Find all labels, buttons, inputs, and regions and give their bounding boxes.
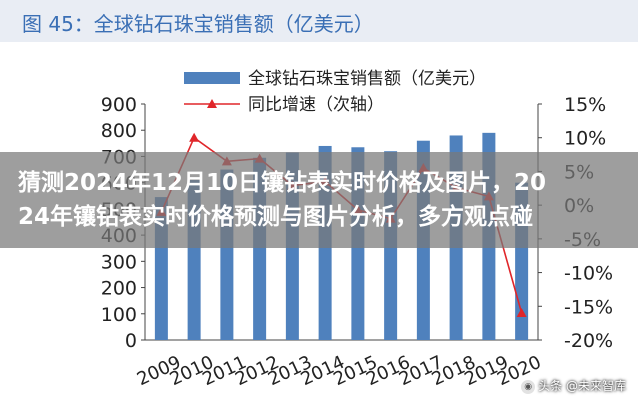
source-watermark: ◉ 头条 @未来智库: [521, 377, 626, 394]
figure-title-bar: 图 45：全球钻石珠宝销售额（亿美元）: [0, 0, 638, 42]
watermark-text: 头条 @未来智库: [538, 379, 626, 393]
headline-line-2: 24年镶钻表实时价格预测与图片分析，多方观点碰: [18, 204, 534, 230]
headline-banner: 猜测2024年12月10日镶钻表实时价格及图片，20 24年镶钻表实时价格预测与…: [0, 152, 638, 248]
growth-point-2020: [516, 308, 527, 318]
legend-bar-swatch: [184, 72, 240, 84]
y-left-tick-label: 300: [101, 251, 137, 273]
watermark-logo-icon: ◉: [521, 379, 536, 394]
y-left-tick-label: 100: [101, 304, 137, 326]
legend-line-label: 同比增速（次轴）: [248, 95, 384, 115]
y-left-tick-label: 0: [125, 330, 137, 352]
y-right-tick-label: -15%: [564, 296, 613, 318]
y-right-tick-label: 15%: [564, 94, 606, 116]
y-left-tick-label: 900: [101, 94, 137, 116]
headline-line-1: 猜测2024年12月10日镶钻表实时价格及图片，20: [18, 170, 547, 196]
growth-point-2010: [189, 132, 200, 142]
y-left-tick-label: 800: [101, 120, 137, 142]
y-left-tick-label: 200: [101, 278, 137, 300]
headline-text: 猜测2024年12月10日镶钻表实时价格及图片，20 24年镶钻表实时价格预测与…: [18, 166, 638, 234]
y-right-tick-label: -20%: [564, 330, 613, 352]
figure-title: 图 45：全球钻石珠宝销售额（亿美元）: [22, 12, 374, 36]
y-right-tick-label: -10%: [564, 263, 613, 285]
legend-line-marker: [207, 99, 217, 108]
y-right-tick-label: 10%: [564, 128, 606, 150]
legend-bar-label: 全球钻石珠宝销售额（亿美元）: [248, 69, 486, 89]
